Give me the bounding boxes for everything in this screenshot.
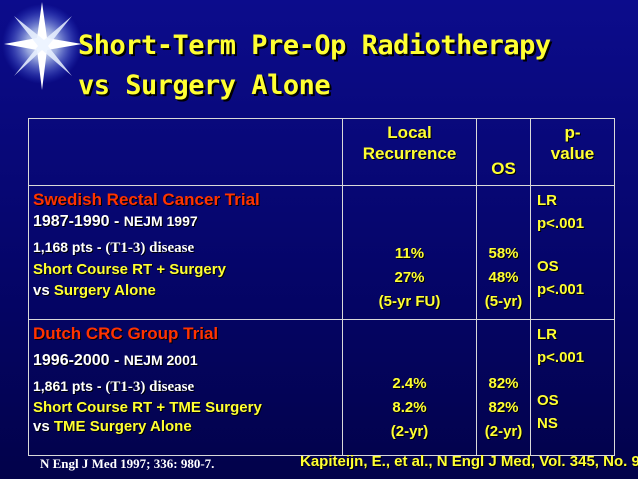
header-empty-cell [28, 118, 343, 186]
header-local-recurrence-line1: Local [387, 123, 432, 142]
header-os: OS [476, 118, 531, 186]
table-row: Dutch CRC Group Trial 1996-2000 - NEJM 2… [28, 319, 615, 456]
footer-citation-right: Kapiteijn, E., et al., N Engl J Med, Vol… [300, 453, 638, 470]
title-line-2: vs Surgery Alone [78, 70, 331, 101]
header-pvalue-line1: p- [564, 123, 581, 142]
table-row: Swedish Rectal Cancer Trial 1987-1990 - … [28, 185, 615, 320]
title-line-1: Short-Term Pre-Op Radiotherapy [78, 30, 551, 61]
starburst-decoration [2, 2, 82, 90]
trial-name: Dutch CRC Group Trial [33, 324, 219, 343]
trial-name: Swedish Rectal Cancer Trial [33, 190, 260, 209]
header-row: Local Recurrence OS p- value [28, 118, 615, 186]
trial-comparison-table: Local Recurrence OS p- value Swedish Rec… [28, 118, 615, 456]
trial-patients: 1,168 pts - (T1-3) disease [33, 239, 195, 256]
pvalue-values: LR p<.001 OS p<.001 [530, 185, 615, 320]
pvalue-values: LR p<.001 OS NS [530, 319, 615, 456]
header-local-recurrence-line2: Recurrence [362, 144, 457, 163]
os-values: 82% 82% (2-yr) [476, 319, 531, 456]
trial-years: 1996-2000 - NEJM 2001 [33, 352, 198, 369]
footer-citation-left: N Engl J Med 1997; 336: 980-7. [40, 456, 215, 471]
trial-years: 1987-1990 - NEJM 1997 [33, 213, 198, 230]
trial-arm-2: vs Surgery Alone [33, 282, 156, 299]
trial-patients: 1,861 pts - (T1-3) disease [33, 378, 195, 395]
header-pvalue-line2: value [550, 144, 595, 163]
trial-description-cell: Dutch CRC Group Trial 1996-2000 - NEJM 2… [28, 319, 343, 456]
trial-description-cell: Swedish Rectal Cancer Trial 1987-1990 - … [28, 185, 343, 320]
slide-title: Short-Term Pre-Op Radiotherapy vs Surger… [78, 26, 551, 106]
trial-arm-1: Short Course RT + Surgery [33, 261, 226, 278]
header-local-recurrence: Local Recurrence [342, 118, 477, 186]
header-pvalue: p- value [530, 118, 615, 186]
os-values: 58% 48% (5-yr) [476, 185, 531, 320]
trial-arm-2: vs TME Surgery Alone [33, 418, 192, 435]
local-recurrence-values: 11% 27% (5-yr FU) [342, 185, 477, 320]
trial-arm-1: Short Course RT + TME Surgery [33, 399, 262, 416]
local-recurrence-values: 2.4% 8.2% (2-yr) [342, 319, 477, 456]
